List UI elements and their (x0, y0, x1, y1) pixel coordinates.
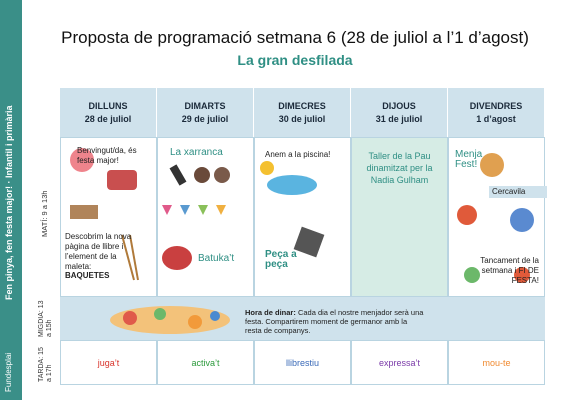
title: Proposta de programació setmana 6 (28 de… (61, 28, 529, 47)
activity-text: La xarranca (170, 147, 223, 158)
header-date: 28 de juliol (84, 114, 132, 124)
header-day: DIVENDRES (469, 101, 523, 111)
morning-label: MATÍ: 9 a 13h (40, 190, 49, 237)
morning-cell: Benvingut/da, és festa major! Descobrim l… (60, 137, 157, 297)
lunch-text: Hora de dinar: Cada dia el nostre menjad… (245, 308, 425, 335)
lunch-label: MIGDIA: 13 a 15h (38, 300, 53, 337)
afternoon-cell: juga’t (60, 340, 157, 385)
afternoon-label: TARDA: 15 a 17h (38, 347, 53, 382)
afternoon-cell: expressa’t (351, 340, 448, 385)
header-day: DILLUNS (88, 101, 128, 111)
header-date: 30 de juliol (278, 114, 326, 124)
header-date: 31 de juliol (375, 114, 423, 124)
morning-cell: Menja Fest! Cercavila Tancament de la setm… (448, 137, 547, 297)
food-icon (110, 306, 230, 334)
header-date: 1 d’agost (476, 114, 516, 124)
activity-text: Peça a peça (265, 249, 297, 270)
header-date: 29 de juliol (181, 114, 229, 124)
activity-text: Benvingut/da, és festa major! (77, 146, 137, 165)
day-header: DIVENDRES 1 d’agost (448, 88, 545, 137)
afternoon-cell: activa’t (157, 340, 254, 385)
header-day: DIJOUS (382, 101, 416, 111)
activity-text: Anem a la piscina! (265, 150, 331, 159)
sidebar: Fen pinya, fen festa major! · Infantil i… (0, 0, 22, 400)
sidebar-text: Fen pinya, fen festa major! · Infantil i… (4, 105, 14, 300)
sidebar-logo: Fundesplai (4, 352, 13, 392)
lunch-body: Cada dia el nostre menjador serà una fes… (245, 308, 424, 335)
header-day: DIMARTS (184, 101, 226, 111)
header-day: DIMECRES (278, 101, 326, 111)
activity-text: Taller de la Pau dinamitzat per la Nadia… (366, 151, 433, 185)
morning-cell: Taller de la Pau dinamitzat per la Nadia… (351, 137, 448, 297)
morning-cell: Anem a la piscina! Peça a peça (254, 137, 351, 297)
morning-cell: La xarranca Batuka’t (157, 137, 254, 297)
day-header: DIJOUS 31 de juliol (351, 88, 448, 137)
row-label: MATÍ: 9 a 13h (36, 137, 62, 297)
activity-text: BAQUETES (65, 271, 110, 280)
activity-text: Menja Fest! (455, 149, 483, 170)
row-label: MIGDIA: 13 a 15h (36, 297, 62, 340)
activity-text: Tancament de la setmana i FI DE FESTA! (480, 256, 539, 285)
day-header: DILLUNS 28 de juliol (60, 88, 157, 137)
afternoon-cell: llibrestiu (254, 340, 351, 385)
day-header: DIMARTS 29 de juliol (157, 88, 254, 137)
activity-text: Cercavila (489, 186, 547, 198)
row-label: TARDA: 15 a 17h (36, 340, 62, 385)
activity-text: Descobrim la nova pàgina de llibre i l’e… (65, 232, 132, 271)
subtitle: La gran desfilada (237, 52, 353, 68)
afternoon-cell: mou-te (448, 340, 545, 385)
activity-text: Batuka’t (198, 253, 235, 264)
day-header: DIMECRES 30 de juliol (254, 88, 351, 137)
lunch-bold: Hora de dinar: (245, 308, 296, 317)
